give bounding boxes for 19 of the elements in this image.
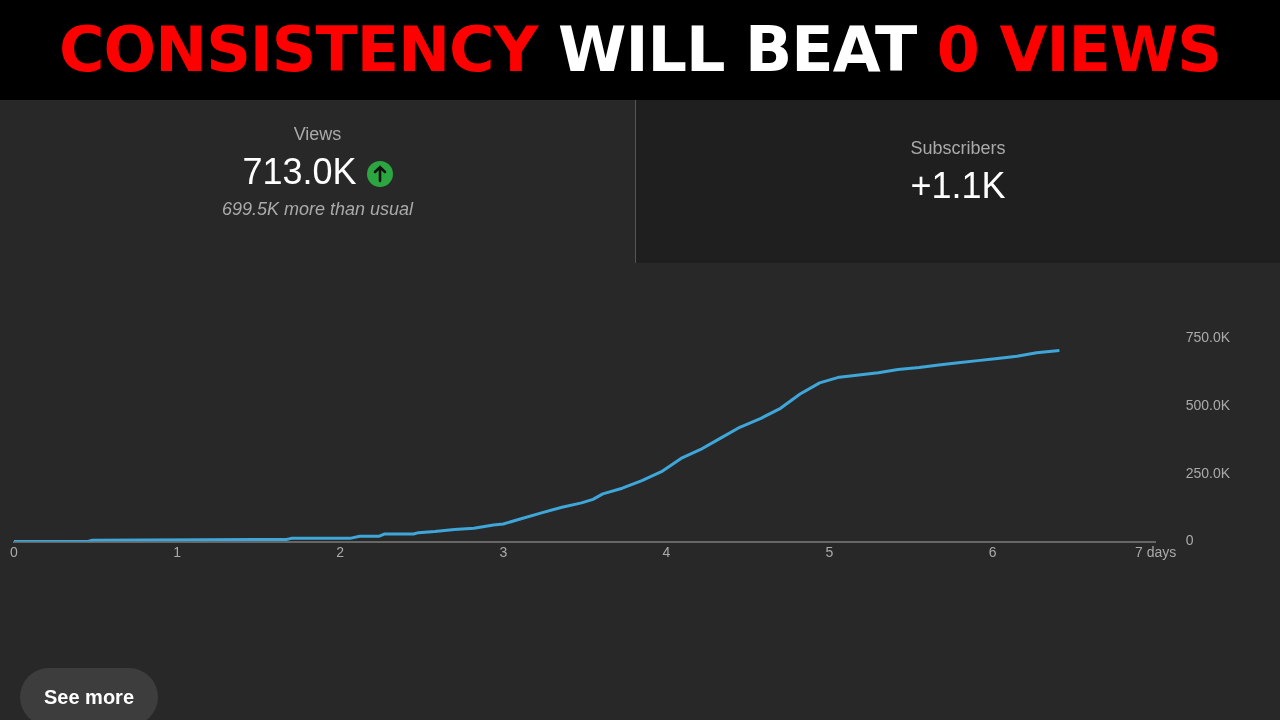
text: Subscribers xyxy=(909,138,1007,159)
x-tick-label: 1 xyxy=(173,543,182,560)
y-tick-label: 500.0K xyxy=(1185,396,1231,413)
y-tick-label: 750.0K xyxy=(1185,329,1231,346)
text: Views xyxy=(292,124,343,145)
x-tick-label: 6 xyxy=(988,543,997,560)
text: 713.0K xyxy=(242,151,357,192)
text: 699.5K more than usual xyxy=(220,199,415,220)
text: +1.1K xyxy=(909,165,1007,207)
x-tick-label: 7 days xyxy=(1135,543,1177,560)
text: See more xyxy=(20,668,158,720)
chart-title: CONSISTENCY WILL BEAT 0 VIEWS xyxy=(59,13,1221,86)
y-tick-label: 250.0K xyxy=(1185,464,1231,481)
x-tick-label: 0 xyxy=(10,543,19,560)
x-tick-label: 5 xyxy=(825,543,834,560)
y-tick-label: 0 xyxy=(1185,532,1194,549)
x-tick-label: 2 xyxy=(336,543,345,560)
x-tick-label: 4 xyxy=(662,543,671,560)
x-tick-label: 3 xyxy=(499,543,508,560)
